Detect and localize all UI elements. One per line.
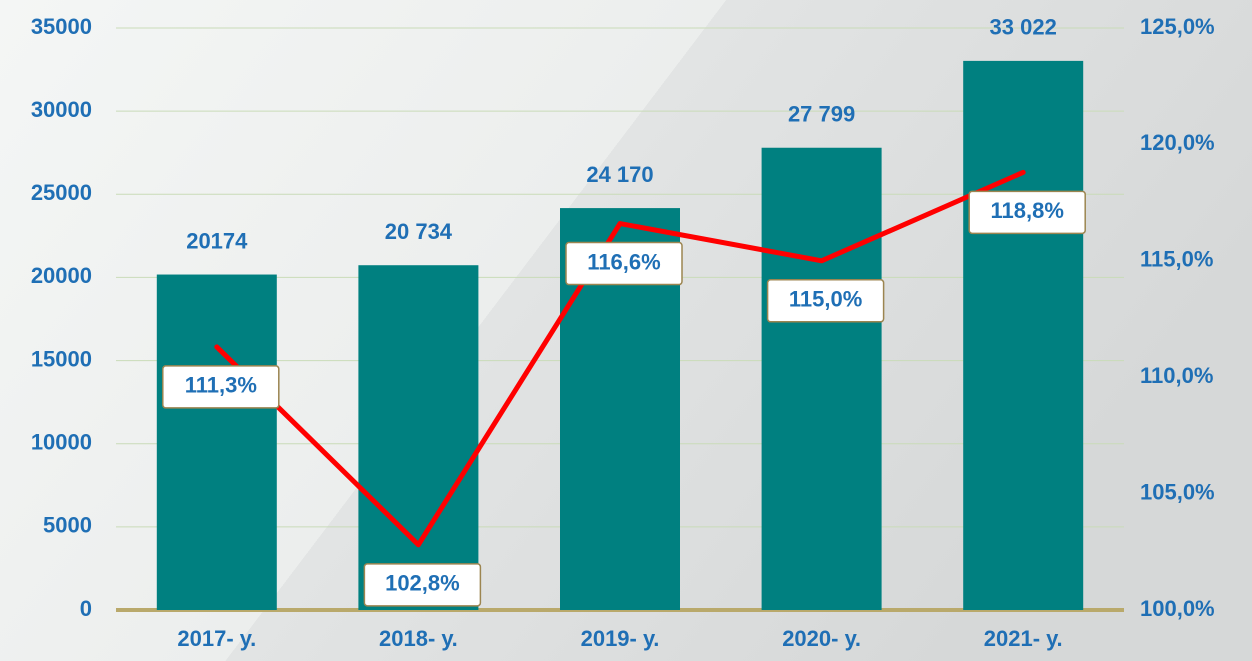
y-tick-label: 10000 — [31, 430, 92, 455]
x-tick-label: 2021- у. — [984, 626, 1063, 651]
label-box — [766, 279, 885, 323]
y-tick-label: 30000 — [31, 97, 92, 122]
line-value-label: 118,8% — [990, 198, 1063, 223]
x-tick-label: 2019- у. — [581, 626, 660, 651]
label-box — [363, 563, 482, 607]
label-box — [968, 190, 1086, 235]
y-tick-label: 35000 — [31, 14, 92, 39]
bar-value-label: 20 734 — [385, 219, 453, 244]
bar-value-label: 24 170 — [586, 162, 653, 187]
line-value-label: 116,6% — [587, 249, 660, 274]
y-tick-label: 25000 — [31, 180, 92, 205]
bar-value-label: 20174 — [186, 228, 248, 253]
y2-tick-label: 120,0% — [1140, 130, 1215, 155]
y2-tick-label: 100,0% — [1140, 596, 1215, 621]
bar — [963, 60, 1084, 611]
y-tick-label: 0 — [80, 596, 92, 621]
bar — [156, 274, 277, 610]
bar — [358, 265, 479, 610]
y-tick-label: 5000 — [43, 513, 92, 538]
y2-tick-label: 110,0% — [1140, 363, 1213, 388]
y-tick-label: 15000 — [31, 346, 92, 371]
bar-value-label: 33 022 — [990, 15, 1057, 40]
line — [214, 169, 1026, 548]
x-tick-label: 2020- у. — [782, 626, 861, 651]
y-tick-label: 20000 — [31, 263, 92, 288]
y2-tick-label: 125,0% — [1140, 14, 1215, 39]
label-box — [162, 365, 280, 409]
label-box — [565, 241, 683, 286]
y2-tick-label: 105,0% — [1140, 479, 1215, 504]
x-tick-label: 2017- у. — [177, 626, 256, 651]
line-value-label: 115,0% — [789, 287, 862, 312]
line-value-label: 102,8% — [385, 571, 460, 596]
line-value-label: 111,3% — [185, 373, 257, 398]
bar — [761, 147, 882, 610]
bar-value-label: 27 799 — [788, 102, 855, 127]
x-tick-label: 2018- у. — [379, 626, 458, 651]
y2-tick-label: 115,0% — [1140, 247, 1213, 272]
